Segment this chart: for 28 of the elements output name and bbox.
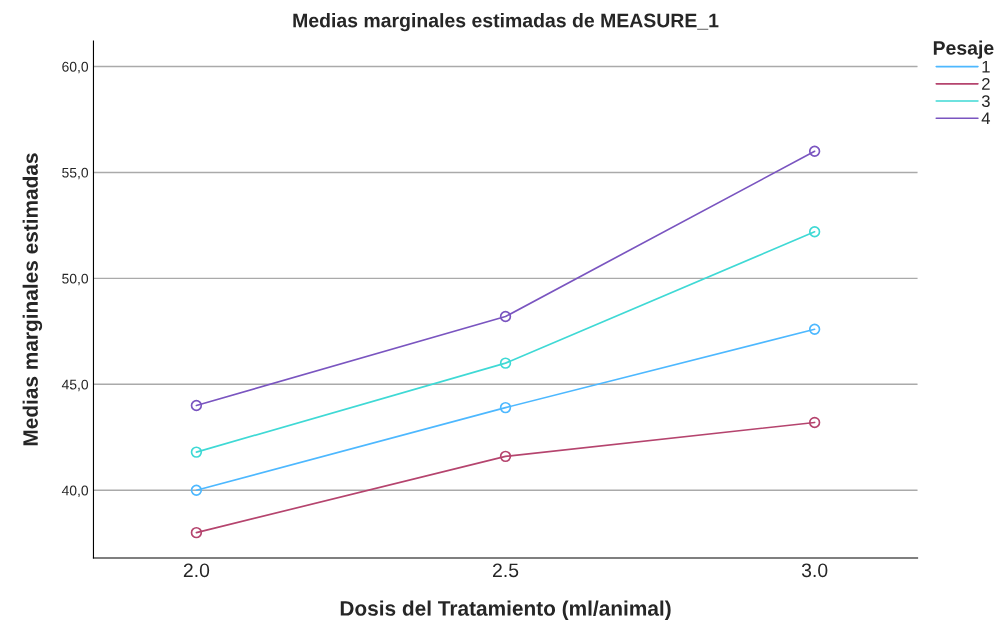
y-tick-label: 55,0 bbox=[62, 167, 89, 180]
x-tick-label: 2.0 bbox=[183, 563, 210, 578]
y-tick-label: 50,0 bbox=[62, 273, 89, 286]
point bbox=[190, 446, 203, 458]
y-tick-label: 40,0 bbox=[61, 485, 89, 498]
x-tick-label: 2.5 bbox=[492, 563, 519, 578]
chart-title: Medias marginales estimadas de MEASURE_1 bbox=[293, 13, 719, 32]
point bbox=[808, 323, 821, 335]
y-axis-title: Medias marginales estimadas bbox=[22, 153, 43, 446]
y-tick-label: 45,0 bbox=[61, 379, 89, 392]
y-tick-label: 60,0 bbox=[62, 61, 89, 74]
point bbox=[808, 416, 821, 429]
point bbox=[808, 145, 821, 157]
point bbox=[190, 399, 203, 412]
legend-title: Pesaje bbox=[933, 40, 994, 59]
point bbox=[499, 401, 512, 414]
legend-label: 2 bbox=[982, 78, 990, 90]
point bbox=[190, 526, 203, 539]
point bbox=[190, 484, 203, 496]
point bbox=[499, 310, 512, 323]
legend-label: 3 bbox=[981, 95, 990, 108]
legend-label: 1 bbox=[982, 60, 990, 73]
x-tick-label: 3.0 bbox=[801, 563, 828, 578]
point bbox=[499, 450, 512, 463]
x-axis-title: Dosis del Tratamiento (ml/animal) bbox=[340, 600, 671, 620]
legend-label: 4 bbox=[981, 112, 991, 125]
point bbox=[499, 357, 512, 369]
point bbox=[808, 226, 821, 238]
